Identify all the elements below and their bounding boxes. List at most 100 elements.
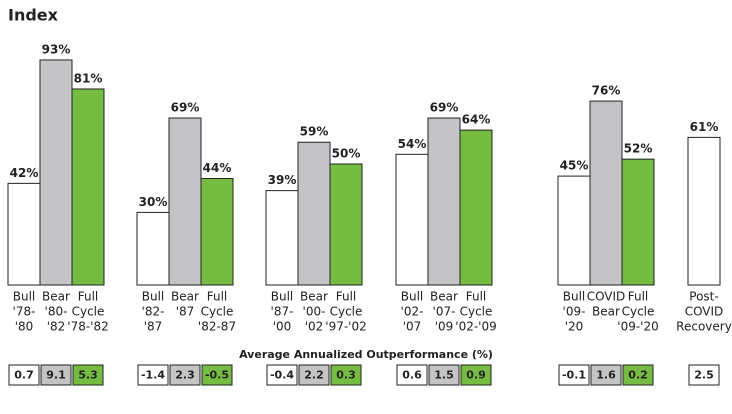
x-tick-label: Post- <box>689 290 718 304</box>
x-tick-label: '09- <box>563 305 586 319</box>
x-tick-label: '80- <box>45 305 68 319</box>
subtitle: Average Annualized Outperformance (%) <box>239 348 493 361</box>
outperformance-box <box>396 364 428 386</box>
x-tick-label: '09 <box>435 320 454 334</box>
bar <box>557 175 591 286</box>
bar <box>136 211 170 286</box>
x-tick-label: Bear <box>42 290 70 304</box>
bar <box>459 129 493 286</box>
x-tick-label: Full <box>78 290 99 304</box>
chart-title: Index <box>8 6 59 25</box>
outperformance-label: 1.5 <box>434 369 454 382</box>
x-tick-label: Bull <box>271 290 294 304</box>
bar <box>621 158 655 286</box>
x-tick-label: Bull <box>401 290 424 304</box>
value-label: 76% <box>592 84 621 98</box>
outperformance-label: 0.2 <box>628 369 648 382</box>
x-tick-label: Bear <box>171 290 199 304</box>
x-tick-label: '87 <box>176 305 195 319</box>
outperformance-box <box>266 364 298 386</box>
value-label: 61% <box>690 120 719 134</box>
x-tick-label: '80 <box>15 320 34 334</box>
value-label: 64% <box>462 113 491 127</box>
value-label: 42% <box>10 166 39 180</box>
value-label: 59% <box>300 125 329 139</box>
value-label: 50% <box>332 147 361 161</box>
value-label: 69% <box>430 101 459 115</box>
outperformance-label: 1.6 <box>596 369 616 382</box>
x-tick-label: Cycle <box>330 305 363 319</box>
x-tick-label: Cycle <box>201 305 234 319</box>
value-label: 44% <box>203 161 232 175</box>
outperformance-box <box>622 364 654 386</box>
value-label: 30% <box>139 195 168 209</box>
bar <box>39 59 73 286</box>
outperformance-label: -0.1 <box>562 369 586 382</box>
x-tick-label: Full <box>628 290 649 304</box>
x-tick-label: Bull <box>13 290 36 304</box>
bar <box>71 88 105 286</box>
x-tick-label: '82 <box>47 320 66 334</box>
x-tick-label: '82-87 <box>198 320 236 334</box>
outperformance-box <box>201 364 233 386</box>
outperformance-label: 5.3 <box>78 369 98 382</box>
bar <box>200 178 234 286</box>
outperformance-box <box>590 364 622 386</box>
x-tick-label: Bear <box>300 290 328 304</box>
value-label: 39% <box>268 173 297 187</box>
x-tick-label: '97-'02 <box>325 320 366 334</box>
x-tick-label: '87- <box>271 305 294 319</box>
x-tick-label: '07- <box>433 305 456 319</box>
outperformance-box <box>137 364 169 386</box>
outperformance-label: -0.5 <box>205 369 229 382</box>
x-tick-label: '78-'82 <box>67 320 108 334</box>
value-label: 81% <box>74 71 103 85</box>
value-label: 69% <box>171 101 200 115</box>
x-tick-label: '20 <box>565 320 584 334</box>
outperformance-box <box>558 364 590 386</box>
outperformance-box <box>40 364 72 386</box>
bar <box>395 153 429 286</box>
x-tick-label: Bull <box>563 290 586 304</box>
bar <box>168 117 202 286</box>
x-tick-label: Cycle <box>460 305 493 319</box>
outperformance-box <box>330 364 362 386</box>
value-label: 52% <box>624 142 653 156</box>
x-tick-label: COVID <box>685 305 724 319</box>
outperformance-box <box>8 364 40 386</box>
value-label: 54% <box>398 137 427 151</box>
outperformance-label: 0.9 <box>466 369 486 382</box>
outperformance-label: 9.1 <box>46 369 66 382</box>
outperformance-box <box>298 364 330 386</box>
outperformance-box <box>169 364 201 386</box>
x-tick-label: Bear <box>430 290 458 304</box>
bar <box>329 163 363 286</box>
x-tick-label: Full <box>336 290 357 304</box>
x-tick-label: '07 <box>403 320 422 334</box>
outperformance-label: -0.4 <box>270 369 294 382</box>
outperformance-label: 0.6 <box>402 369 422 382</box>
bar <box>589 100 623 286</box>
x-tick-label: Full <box>466 290 487 304</box>
x-tick-label: Cycle <box>622 305 655 319</box>
x-tick-label: '02- <box>401 305 424 319</box>
x-tick-label: '02-'09 <box>455 320 496 334</box>
x-tick-label: Bear <box>592 305 620 319</box>
bar <box>427 117 461 286</box>
x-tick-label: COVID <box>587 290 626 304</box>
outperformance-label: 2.5 <box>694 369 714 382</box>
x-tick-label: '09-'20 <box>617 320 658 334</box>
x-tick-label: Bull <box>142 290 165 304</box>
x-tick-label: '00- <box>303 305 326 319</box>
x-tick-label: '02 <box>305 320 324 334</box>
value-label: 45% <box>560 159 589 173</box>
x-tick-label: '00 <box>273 320 292 334</box>
bar <box>265 190 299 286</box>
x-tick-label: '82- <box>142 305 165 319</box>
value-label: 93% <box>42 42 71 56</box>
outperformance-box <box>460 364 492 386</box>
bar <box>687 136 721 286</box>
x-tick-label: Full <box>207 290 228 304</box>
outperformance-label: 0.7 <box>14 369 34 382</box>
